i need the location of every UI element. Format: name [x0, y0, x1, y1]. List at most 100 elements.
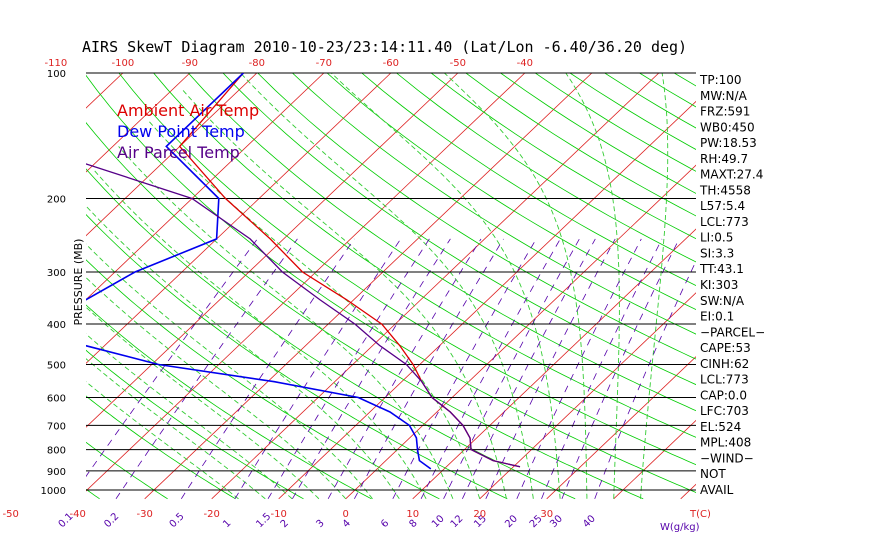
top-temp-tick-label: -110	[44, 58, 67, 69]
index-value: EL:524	[700, 420, 741, 434]
isotherm-line	[86, 73, 191, 173]
isotherm-line	[211, 73, 660, 500]
dry-adiabat-line	[500, 73, 696, 194]
index-value: CAP:0.0	[700, 388, 747, 402]
index-value: LI:0.5	[700, 231, 733, 245]
mixing-ratio-line	[392, 238, 537, 499]
mixing-ratio-tick-label: 40	[581, 513, 598, 530]
moist-adiabat-line	[86, 306, 320, 500]
dry-adiabat-line	[292, 73, 696, 335]
pressure-tick-label: 1000	[41, 486, 66, 497]
index-value: −WIND−	[700, 451, 754, 465]
index-value: TT:43.1	[699, 262, 744, 276]
x-axis-label: T(C)	[689, 509, 711, 520]
moist-adiabat-line	[86, 243, 373, 500]
pressure-tick-label: 500	[47, 360, 66, 371]
index-value: NOT	[700, 467, 726, 481]
index-value: FRZ:591	[700, 105, 750, 119]
bottom-temp-tick-label: -30	[137, 509, 153, 520]
dry-adiabat-line	[86, 395, 236, 500]
top-temp-tick-label: -90	[182, 58, 198, 69]
mixing-ratio-line	[594, 260, 696, 499]
moist-adiabat-line	[182, 90, 507, 499]
mixing-ratio-axis-label: W(g/kg)	[660, 522, 700, 533]
index-value: SW:N/A	[700, 294, 745, 308]
top-temp-tick-label: -50	[450, 58, 466, 69]
moist-adiabat-line	[330, 73, 561, 499]
bottom-temp-tick-label: 0	[343, 509, 349, 520]
pressure-tick-label: 100	[47, 69, 66, 80]
dry-adiabat-line	[361, 73, 696, 286]
dry-adiabat-line	[430, 73, 696, 240]
isotherm-line	[86, 73, 124, 109]
index-value: KI:303	[700, 278, 738, 292]
legend-entry: Air Parcel Temp	[117, 143, 240, 162]
mixing-ratio-tick-label: 10	[430, 513, 447, 530]
index-value: PW:18.53	[700, 136, 757, 150]
index-value: WB0:450	[700, 120, 755, 134]
bottom-temp-tick-label: 10	[406, 509, 419, 520]
mixing-ratio-tick-label: 3	[314, 518, 326, 530]
mixing-ratio-line	[267, 238, 430, 500]
isotherm-line	[546, 356, 696, 500]
index-value: CINH:62	[700, 357, 749, 371]
isotherm-line	[86, 73, 459, 428]
index-value: TP:100	[699, 73, 742, 87]
isotherm-line	[86, 73, 325, 301]
mixing-ratio-line	[443, 238, 580, 499]
isotherm-line	[412, 228, 696, 500]
mixing-ratio-line	[561, 238, 680, 499]
isotherm-line	[479, 292, 696, 500]
profile-line-3	[86, 163, 521, 468]
dry-adiabat-line	[744, 73, 870, 499]
mixing-ratio-tick-label: 0.5	[168, 511, 187, 530]
pressure-tick-label: 400	[47, 320, 66, 331]
dry-adiabat-line	[188, 73, 696, 412]
dry-adiabat-line	[813, 73, 870, 499]
index-value: CAPE:53	[700, 341, 751, 355]
dry-adiabat-line	[86, 259, 440, 500]
top-temp-tick-label: -70	[316, 58, 332, 69]
mixing-ratio-line	[234, 238, 402, 500]
mixing-ratio-tick-label: 1	[221, 518, 233, 530]
bottom-temp-tick-label: 30	[540, 509, 553, 520]
bottom-temp-tick-label: -40	[70, 509, 86, 520]
moist-adiabat-line	[86, 333, 293, 500]
top-temp-tick-label: -60	[383, 58, 399, 69]
dry-adiabat-line	[153, 73, 696, 438]
index-value: EI:0.1	[700, 310, 734, 324]
moist-adiabat-line	[92, 168, 427, 500]
top-temp-tick-label: -100	[111, 58, 134, 69]
pressure-tick-label: 800	[47, 446, 66, 457]
top-temp-tick-label: -40	[517, 58, 533, 69]
background-lines	[0, 73, 870, 500]
mixing-ratio-line	[292, 238, 451, 500]
chart-title: AIRS SkewT Diagram 2010-10-23/23:14:11.4…	[82, 38, 687, 56]
moist-adiabat-line	[565, 73, 620, 499]
mixing-ratio-line	[327, 238, 482, 500]
pressure-tick-label: 700	[47, 421, 66, 432]
mixing-ratio-tick-label: 0.2	[102, 511, 121, 530]
isotherm-line	[0, 73, 56, 499]
mixing-ratio-line	[485, 238, 616, 499]
mixing-ratio-tick-label: 2	[279, 518, 291, 530]
legend: Ambient Air Temp Dew Point Temp Air Parcel…	[117, 101, 259, 162]
index-value: L57:5.4	[700, 199, 745, 213]
legend-entry: Ambient Air Temp	[117, 101, 259, 120]
y-axis-label: PRESSURE (MB)	[72, 239, 85, 326]
bottom-temp-tick-label: -50	[3, 509, 19, 520]
bottom-temp-tick-label: 20	[473, 509, 486, 520]
isotherm-line	[748, 73, 870, 499]
mixing-ratio-tick-label: 12	[449, 513, 466, 530]
moist-adiabat-line	[147, 120, 481, 499]
bottom-temp-tick-label: -20	[204, 509, 220, 520]
mixing-ratio-line	[354, 238, 504, 499]
mixing-ratio-line	[420, 238, 561, 499]
dry-adiabat-line	[86, 349, 304, 500]
index-value: LCL:773	[700, 373, 749, 387]
dry-adiabat-line	[222, 73, 696, 386]
dry-adiabat-line	[86, 304, 372, 500]
dry-adiabat-line	[86, 122, 644, 500]
